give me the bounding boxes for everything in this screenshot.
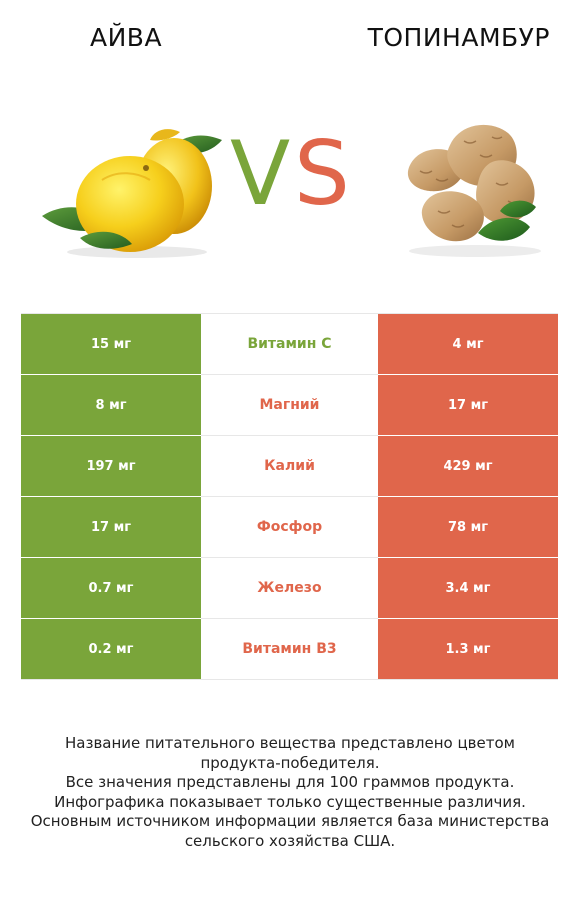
nutrient-name: Фосфор <box>201 497 378 557</box>
table-row: 0.2 мг Витамин B3 1.3 мг <box>21 618 558 680</box>
left-value: 17 мг <box>21 496 201 557</box>
left-value: 15 мг <box>21 314 201 374</box>
footer-line: Инфографика показывает только существенн… <box>54 792 526 811</box>
right-value: 3.4 мг <box>378 557 558 618</box>
table-row: 15 мг Витамин C 4 мг <box>21 313 558 375</box>
nutrient-name: Витамин C <box>201 314 378 374</box>
jerusalem-artichoke-image <box>407 124 541 257</box>
table-row: 17 мг Фосфор 78 мг <box>21 496 558 558</box>
left-product-title: АЙВА <box>90 23 163 52</box>
nutrient-name: Витамин B3 <box>201 619 378 679</box>
footer-line: продукта-победителя. <box>200 753 380 772</box>
nutrient-name: Магний <box>201 375 378 435</box>
table-row: 197 мг Калий 429 мг <box>21 435 558 497</box>
table-row: 8 мг Магний 17 мг <box>21 374 558 436</box>
footer-line: Основным источником информации является … <box>30 812 550 830</box>
nutrient-name: Калий <box>201 436 378 496</box>
footer-line: Название питательного вещества представл… <box>65 734 515 752</box>
right-value: 429 мг <box>378 435 558 496</box>
vs-letter-s: S <box>294 122 350 225</box>
table-row: 0.7 мг Железо 3.4 мг <box>21 557 558 619</box>
nutrient-name: Железо <box>201 558 378 618</box>
right-product-title: ТОПИНАМБУР <box>367 23 550 52</box>
left-value: 8 мг <box>21 374 201 435</box>
footer-notes: Название питательного вещества представл… <box>0 734 580 851</box>
left-value: 197 мг <box>21 435 201 496</box>
comparison-table: 15 мг Витамин C 4 мг 8 мг Магний 17 мг 1… <box>21 313 558 680</box>
right-value: 4 мг <box>378 314 558 374</box>
right-value: 1.3 мг <box>378 618 558 679</box>
vs-letter-v: V <box>230 122 291 225</box>
right-value: 17 мг <box>378 374 558 435</box>
right-value: 78 мг <box>378 496 558 557</box>
quince-image <box>42 129 222 258</box>
footer-line: сельского хозяйства США. <box>184 831 396 850</box>
vs-logo: V S <box>228 124 358 230</box>
footer-line: Все значения представлены для 100 граммо… <box>65 773 515 791</box>
left-value: 0.7 мг <box>21 557 201 618</box>
left-value: 0.2 мг <box>21 618 201 679</box>
